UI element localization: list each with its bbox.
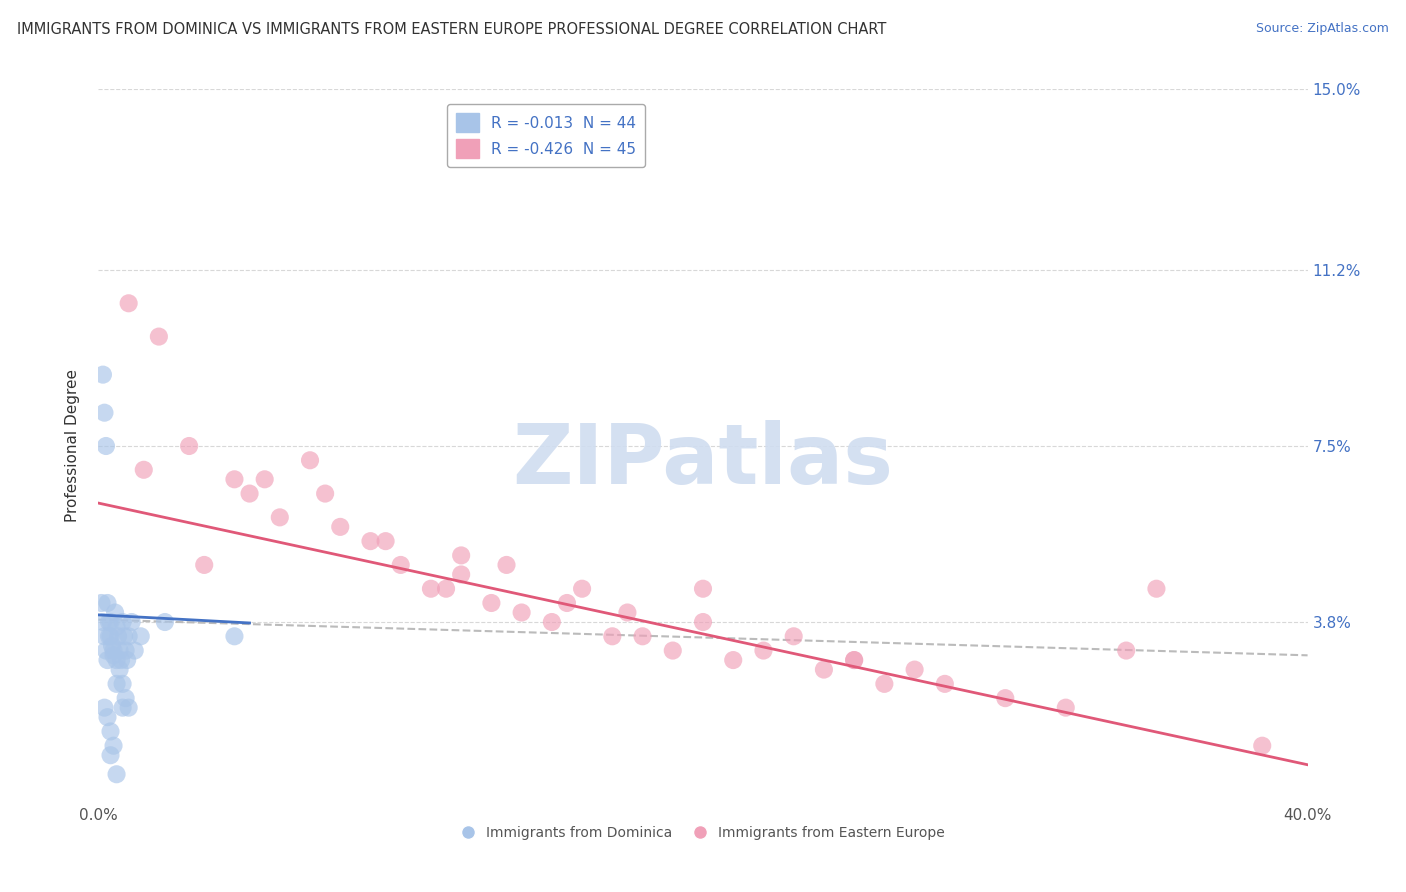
Point (510, 606, 533, 620)
Point (96, 596, 118, 610)
Point (103, 739, 125, 753)
Text: ZIPatlas: ZIPatlas (513, 420, 893, 500)
Point (434, 582, 457, 596)
Point (844, 653, 866, 667)
Point (96, 653, 118, 667)
Point (602, 629, 624, 643)
Point (661, 643, 683, 657)
Point (631, 629, 654, 643)
Point (450, 567, 472, 582)
Point (389, 558, 412, 572)
Legend: Immigrants from Dominica, Immigrants from Eastern Europe: Immigrants from Dominica, Immigrants fro… (456, 821, 950, 846)
Point (103, 643, 125, 657)
Point (100, 724, 122, 739)
Point (1146, 582, 1168, 596)
Point (108, 643, 131, 657)
Point (93, 629, 115, 643)
Point (105, 677, 128, 691)
Point (450, 549, 472, 563)
Point (481, 596, 503, 610)
Point (873, 677, 896, 691)
Point (124, 643, 146, 657)
Point (1251, 739, 1274, 753)
Point (420, 582, 443, 596)
Point (813, 663, 835, 677)
Point (90, 596, 112, 610)
Point (224, 629, 246, 643)
Point (269, 510, 291, 524)
Point (1115, 643, 1137, 657)
Point (105, 767, 128, 781)
Point (98, 629, 121, 643)
Point (314, 486, 336, 500)
Point (91, 368, 114, 382)
Point (111, 677, 134, 691)
Point (132, 463, 155, 477)
Point (299, 453, 322, 467)
Point (98, 615, 121, 629)
Point (495, 558, 517, 572)
Point (904, 663, 927, 677)
Point (360, 534, 382, 549)
Point (616, 606, 638, 620)
Point (111, 700, 134, 714)
Point (100, 629, 122, 643)
Point (118, 296, 141, 310)
Text: Source: ZipAtlas.com: Source: ZipAtlas.com (1256, 22, 1389, 36)
Point (103, 648, 125, 663)
Point (114, 643, 136, 657)
Point (239, 486, 262, 500)
Point (93, 406, 115, 420)
Y-axis label: Professional Degree: Professional Degree (65, 369, 80, 523)
Point (844, 653, 866, 667)
Point (101, 639, 124, 653)
Point (783, 629, 806, 643)
Point (100, 615, 122, 629)
Point (104, 606, 127, 620)
Point (93, 700, 115, 714)
Point (107, 629, 129, 643)
Point (94, 439, 117, 453)
Text: IMMIGRANTS FROM DOMINICA VS IMMIGRANTS FROM EASTERN EUROPE PROFESSIONAL DEGREE C: IMMIGRANTS FROM DOMINICA VS IMMIGRANTS F… (17, 22, 886, 37)
Point (112, 629, 135, 643)
Point (692, 615, 714, 629)
Point (110, 653, 132, 667)
Point (118, 700, 141, 714)
Point (752, 643, 775, 657)
Point (329, 520, 352, 534)
Point (111, 615, 134, 629)
Point (224, 472, 246, 486)
Point (105, 620, 128, 634)
Point (118, 629, 141, 643)
Point (105, 653, 128, 667)
Point (179, 439, 201, 453)
Point (94, 643, 117, 657)
Point (374, 534, 396, 549)
Point (121, 615, 143, 629)
Point (129, 629, 152, 643)
Point (153, 615, 176, 629)
Point (571, 582, 593, 596)
Point (692, 582, 714, 596)
Point (148, 329, 170, 343)
Point (253, 472, 276, 486)
Point (723, 653, 745, 667)
Point (1054, 700, 1077, 714)
Point (193, 558, 215, 572)
Point (108, 663, 131, 677)
Point (934, 677, 956, 691)
Point (91, 615, 114, 629)
Point (114, 691, 136, 706)
Point (555, 596, 578, 610)
Point (96, 710, 118, 724)
Point (540, 615, 562, 629)
Point (994, 691, 1017, 706)
Point (115, 653, 138, 667)
Point (100, 748, 122, 763)
